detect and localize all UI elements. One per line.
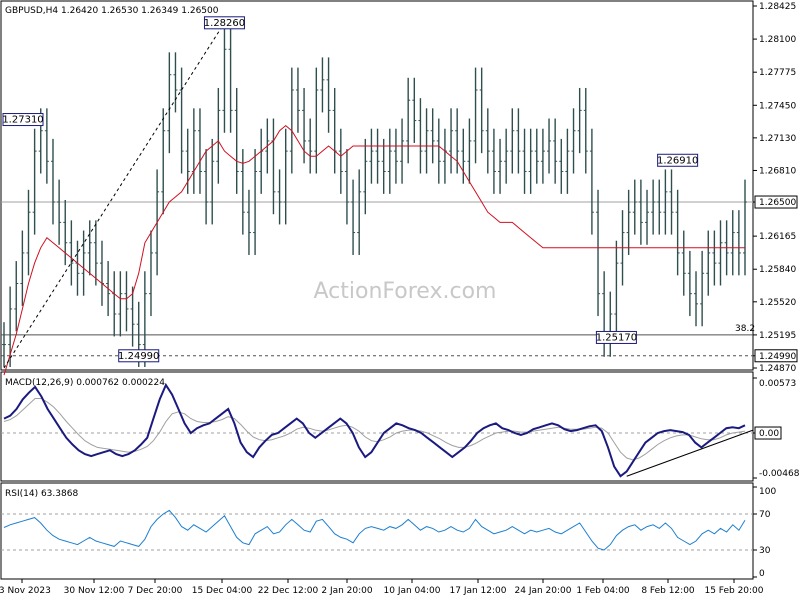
y-tick-label: 1.26500 bbox=[759, 198, 796, 208]
y-tick-label: 1.28425 bbox=[759, 2, 796, 12]
macd-main-line bbox=[3, 382, 746, 478]
x-tick-label: 24 Jan 20:00 bbox=[515, 586, 572, 596]
price-label: 1.27310 bbox=[2, 115, 43, 126]
macd-zero-box bbox=[754, 426, 782, 440]
x-tick-label: 1 Feb 04:00 bbox=[576, 586, 630, 596]
rsi-line bbox=[3, 509, 746, 551]
y-tick-label: 1.27130 bbox=[759, 134, 796, 144]
rsi-tick-label: 100 bbox=[759, 487, 776, 497]
y-tick-label: 1.26165 bbox=[759, 232, 796, 242]
macd-tick-label: 0.00 bbox=[759, 429, 779, 439]
rsi-panel bbox=[0, 482, 754, 580]
y-tick-label: 1.26810 bbox=[759, 166, 796, 176]
price-trendline bbox=[3, 22, 225, 369]
price-label: 1.25170 bbox=[596, 332, 637, 343]
x-tick-label: 10 Jan 04:00 bbox=[384, 586, 441, 596]
price-label: 1.26910 bbox=[657, 155, 698, 166]
macd-signal-line bbox=[3, 398, 746, 461]
watermark: ActionForex.com bbox=[314, 279, 497, 304]
price-label: 1.28260 bbox=[204, 18, 245, 29]
x-tick-label: 30 Nov 12:00 bbox=[64, 586, 125, 596]
x-tick-label: 17 Jan 12:00 bbox=[450, 586, 507, 596]
x-axis-ticks: 23 Nov 2023 30 Nov 12:007 Dec 20:00 15 Dec… bbox=[0, 579, 764, 596]
y-tick-label: 1.27450 bbox=[759, 101, 796, 111]
x-tick-label: 15 Feb 20:00 bbox=[704, 586, 763, 596]
rsi-tick-label: 0 bbox=[759, 569, 765, 579]
y-tick-label: 1.25520 bbox=[759, 298, 796, 308]
macd-tick-label: -0.004685 bbox=[759, 469, 800, 479]
price-label: 1.24990 bbox=[118, 351, 159, 362]
price-label-box bbox=[2, 113, 44, 127]
current-price-box bbox=[754, 349, 798, 363]
rsi-title: RSI(14) 63.3868 bbox=[5, 489, 78, 499]
price-axis-ticks: 1.28425 1.28100 1.27775 1.27450 1.27130 1.268… bbox=[753, 2, 798, 374]
moving-average-line bbox=[3, 124, 745, 376]
macd-lines bbox=[3, 382, 754, 478]
rsi-tick-label: 30 bbox=[759, 546, 771, 556]
dashed-trendline bbox=[3, 22, 225, 369]
x-tick-label: 15 Dec 04:00 bbox=[192, 586, 253, 596]
rsi-levels bbox=[1, 513, 753, 551]
y-tick-label: 1.25195 bbox=[759, 331, 796, 341]
macd-panel bbox=[0, 371, 754, 482]
x-tick-label: 23 Nov 2023 bbox=[0, 586, 51, 596]
y-tick-label: 1.24990 bbox=[759, 352, 796, 362]
macd-tick-label: 0.00573 bbox=[759, 379, 796, 389]
x-tick-label: 2 Jan 20:00 bbox=[321, 586, 373, 596]
current-price-box bbox=[754, 195, 798, 209]
y-tick-label: 1.24870 bbox=[759, 364, 796, 374]
rsi-axis-ticks: 100 70 30 0 bbox=[753, 486, 776, 579]
macd-trendline bbox=[626, 429, 754, 477]
price-moving-average bbox=[3, 124, 745, 376]
macd-title: MACD(12,26,9) 0.000762 0.000224 bbox=[5, 378, 165, 388]
rsi-tick-label: 70 bbox=[759, 510, 771, 520]
price-label-box bbox=[657, 153, 699, 167]
fib-label: 38.2 bbox=[735, 324, 755, 334]
y-tick-label: 1.25840 bbox=[759, 265, 796, 275]
chart-header: GBPUSD,H4 1.26420 1.26530 1.26349 1.2650… bbox=[5, 6, 219, 16]
macd-axis-ticks: 0.00573 0.00 -0.004685 bbox=[753, 377, 800, 479]
rsi-line bbox=[3, 509, 746, 551]
y-tick-label: 1.28100 bbox=[759, 35, 796, 45]
price-label-box bbox=[203, 16, 245, 30]
price-label-box bbox=[595, 330, 637, 344]
y-tick-label: 1.27775 bbox=[759, 68, 796, 78]
x-tick-label: 7 Dec 20:00 bbox=[128, 586, 183, 596]
price-labels: 1.28260 1.27310 1.24990 1.25170 1.26910 bbox=[2, 16, 699, 363]
x-tick-label: 8 Feb 12:00 bbox=[641, 586, 695, 596]
x-tick-label: 22 Dec 12:00 bbox=[258, 586, 319, 596]
price-label-box bbox=[118, 349, 160, 363]
